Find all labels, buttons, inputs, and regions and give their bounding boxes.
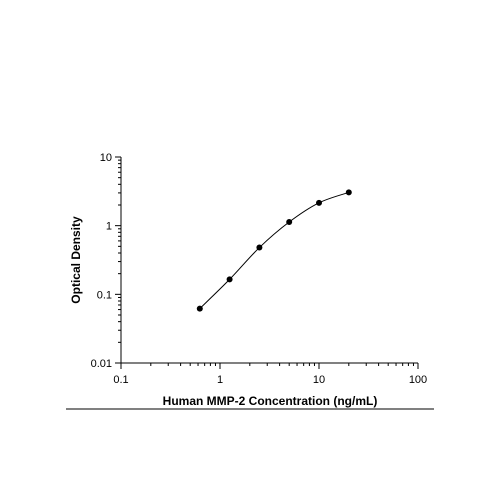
- x-major-ticks: [120, 363, 419, 369]
- y-tick-label: 10: [100, 152, 112, 164]
- data-point: [196, 305, 203, 312]
- y-tick-label: 0.1: [97, 289, 112, 301]
- x-tick-label: 10: [313, 374, 325, 386]
- data-point: [226, 276, 233, 283]
- x-tick-label: 0.1: [113, 374, 128, 386]
- x-tick-labels: 0.1 1 10 100: [113, 374, 427, 386]
- y-axis-label: Optical Density: [69, 216, 83, 304]
- y-major-ticks: [115, 156, 121, 364]
- y-tick-labels: 0.01 0.1 1 10: [91, 152, 112, 370]
- x-axis-label: Human MMP-2 Concentration (ng/mL): [163, 394, 378, 408]
- fit-curve: [199, 191, 349, 309]
- data-point: [286, 219, 293, 226]
- data-point: [345, 189, 352, 196]
- data-points: [196, 189, 352, 312]
- x-tick-label: 1: [217, 374, 223, 386]
- data-point: [316, 199, 322, 206]
- y-tick-label: 1: [106, 221, 112, 233]
- y-tick-label: 0.01: [91, 358, 112, 370]
- x-tick-label: 100: [409, 374, 427, 386]
- data-point: [256, 244, 263, 251]
